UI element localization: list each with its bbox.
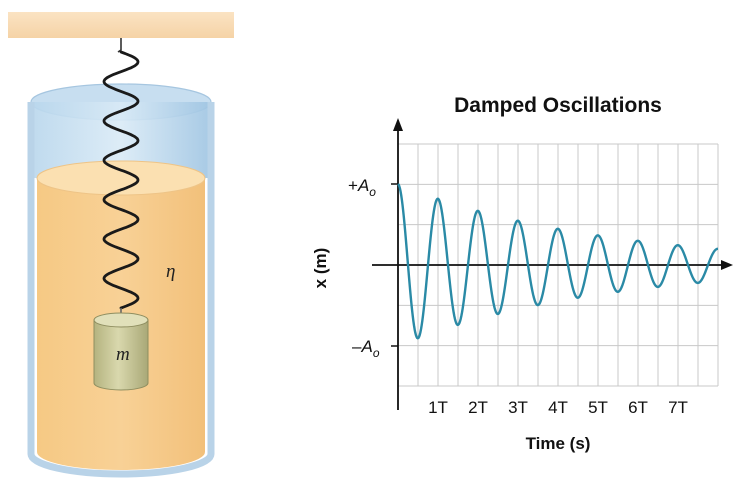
x-tick-label: 4T (548, 398, 568, 417)
x-axis-label: Time (s) (526, 434, 591, 453)
spring (102, 50, 140, 310)
mass-top (93, 312, 149, 328)
x-tick-label: 5T (588, 398, 608, 417)
y-tick-bottom-sign: – (352, 337, 362, 356)
damped-oscillation-chart: 1T 2T 3T 4T 5T 6T 7T (372, 118, 733, 417)
chart-title: Damped Oscillations (454, 94, 662, 117)
x-tick-labels: 1T 2T 3T 4T 5T 6T 7T (428, 398, 688, 417)
y-tick-top-sign: + (348, 176, 358, 195)
container-wall (27, 102, 215, 478)
y-tick-top-subscript: o (369, 185, 376, 199)
y-tick-top-symbol: A (357, 176, 369, 195)
x-tick-label: 6T (628, 398, 648, 417)
mass-label: m (116, 344, 130, 365)
x-tick-label: 3T (508, 398, 528, 417)
y-tick-bottom-subscript: o (373, 346, 380, 360)
x-tick-label: 1T (428, 398, 448, 417)
series-line-damped-oscillation (397, 183, 719, 340)
y-axis-label: x (m) (311, 248, 330, 289)
y-tick-bottom-symbol: A (360, 337, 372, 356)
x-axis-arrow (721, 260, 733, 270)
mass-cylinder (93, 319, 149, 391)
eta-label: η (166, 261, 175, 282)
x-tick-label: 7T (668, 398, 688, 417)
spring-hook (117, 38, 122, 53)
x-tick-label: 2T (468, 398, 488, 417)
y-tick-label-plus-amplitude: +Ao (348, 176, 376, 199)
y-axis-arrow (393, 118, 403, 131)
ceiling (8, 12, 234, 38)
y-tick-label-minus-amplitude: –Ao (352, 337, 380, 360)
liquid-surface (36, 160, 206, 196)
